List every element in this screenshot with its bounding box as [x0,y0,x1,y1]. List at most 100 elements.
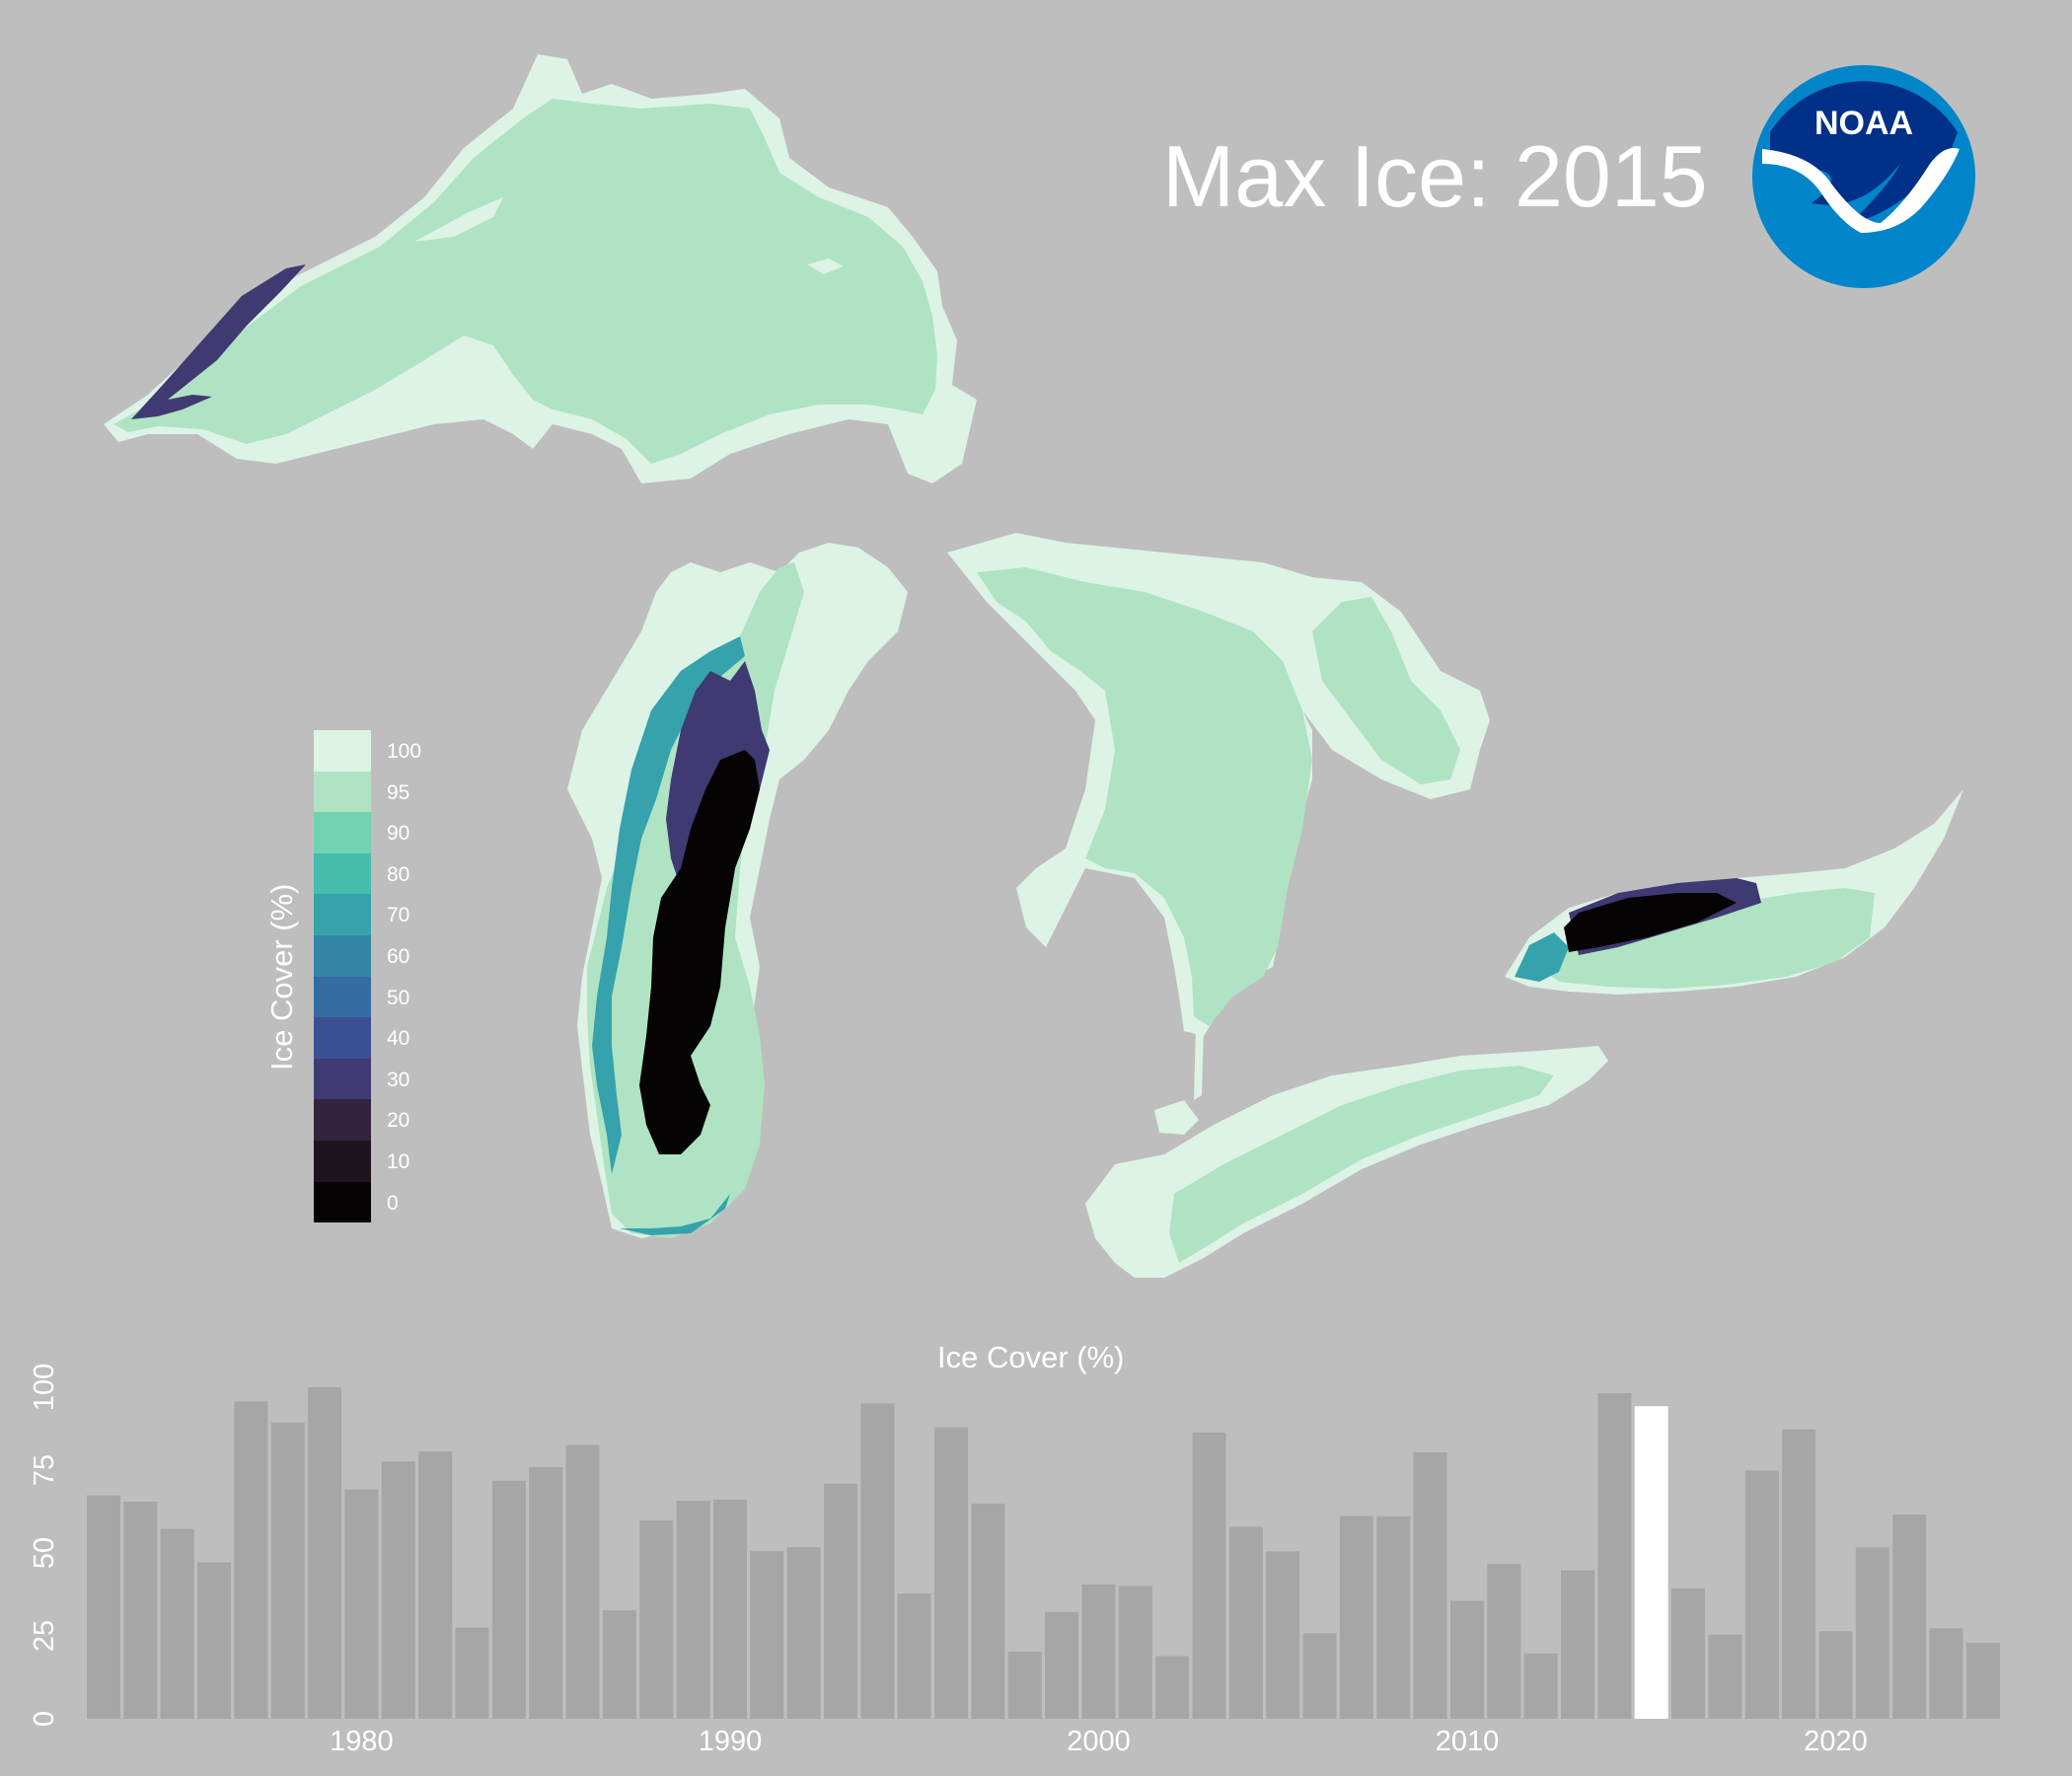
bar-2018 [1744,1470,1779,1719]
x-tick-label-1990: 1990 [699,1726,763,1757]
bar-2016 [1671,1589,1705,1719]
legend-swatch-0 [314,1181,371,1223]
legend-label-40: 40 [387,1027,410,1051]
bar-2013 [1561,1570,1594,1719]
bar-2001 [1118,1586,1152,1719]
bar-2017 [1708,1634,1742,1719]
bar-1994 [860,1403,895,1719]
legend-label-50: 50 [387,986,410,1009]
bar-2006 [1302,1633,1337,1719]
caribou-island [807,259,844,274]
bar-1985 [529,1467,563,1719]
georgian-bay-ice-95 [1312,597,1460,784]
bar-1975 [160,1528,194,1719]
chart-title: Ice Cover (%) [937,1340,1125,1374]
bar-2011 [1487,1564,1521,1719]
bar-1989 [676,1501,710,1719]
bar-1993 [824,1483,857,1719]
legend-swatch-40 [314,1017,371,1059]
bar-2000 [1081,1584,1116,1719]
bar-1981 [381,1461,415,1719]
bar-2024 [1965,1643,2000,1719]
bar-1974 [123,1501,158,1719]
legend-swatch-95 [314,771,371,813]
lake-erie-ice-95 [1169,1066,1554,1263]
great-lakes-map [104,54,1963,1278]
bar-1999 [1045,1611,1079,1719]
bar-2020 [1818,1631,1853,1719]
bar-1978 [270,1422,305,1719]
legend-label-0: 0 [387,1191,399,1215]
lake-st-clair [1154,1100,1199,1135]
bar-1986 [565,1444,600,1719]
bar-1998 [1007,1652,1042,1719]
legend-swatch-60 [314,935,371,977]
lake-superior [104,54,977,483]
x-tick-label-2000: 2000 [1067,1726,1131,1757]
lake-superior-ice-95 [113,99,937,464]
bar-1980 [344,1489,379,1719]
lake-huron [947,533,1490,1100]
logo-text: NOAA [1814,105,1913,142]
bar-1991 [750,1551,784,1719]
bar-2008 [1376,1516,1411,1719]
legend-label-90: 90 [387,822,410,846]
bar-2021 [1855,1547,1889,1719]
legend-label-70: 70 [387,904,410,927]
legend-swatch-90 [314,812,371,853]
lake-ontario-ice-0 [1564,893,1737,952]
bar-1976 [197,1562,232,1719]
legend-swatch-100 [314,730,371,772]
lake-michigan-ice-70-south [620,1194,730,1235]
bar-2010 [1450,1600,1484,1719]
lake-michigan-ice-0 [639,750,760,1154]
bar-1995 [897,1593,931,1719]
bar-2005 [1266,1551,1300,1719]
legend-swatch-10 [314,1141,371,1182]
bar-1990 [713,1499,747,1719]
bar-1984 [491,1480,526,1719]
legend-label-20: 20 [387,1109,410,1133]
lake-michigan [567,543,908,1238]
bar-2022 [1892,1515,1927,1719]
noaa-logo: NOAA [1752,65,1975,288]
legend-swatch-80 [314,852,371,895]
y-tick-label-25: 25 [29,1620,60,1652]
lake-ontario-ice-70 [1515,932,1569,982]
bar-2012 [1523,1653,1558,1719]
bar-1988 [639,1520,674,1719]
bar-1973 [87,1495,120,1719]
legend-swatch-30 [314,1058,371,1100]
y-tick-label-0: 0 [29,1711,60,1727]
bar-2007 [1339,1516,1373,1719]
bar-2003 [1192,1433,1226,1719]
bar-2002 [1155,1656,1190,1719]
legend-label-30: 30 [387,1068,410,1091]
bar-1987 [602,1610,636,1719]
legend-label-10: 10 [387,1150,410,1173]
y-tick-label-50: 50 [29,1537,60,1569]
y-tick-label-100: 100 [29,1364,60,1411]
bar-2009 [1413,1451,1447,1719]
lake-michigan-ice-70 [592,636,745,1174]
lake-ontario [1505,789,1963,995]
bar-2023 [1929,1628,1963,1719]
isle-royale [414,197,503,242]
bar-2015 [1634,1406,1668,1719]
lake-superior-ice-30 [131,264,306,419]
lake-huron-ice-95 [977,567,1312,1026]
st-clair-river [1194,1026,1204,1100]
bar-1977 [234,1401,268,1719]
legend-label-60: 60 [387,945,410,968]
legend-swatch-70 [314,894,371,935]
legend-swatch-20 [314,1099,371,1141]
lake-ontario-ice-95 [1539,888,1875,989]
legend-label-100: 100 [387,740,422,763]
bar-1982 [418,1451,453,1719]
legend-swatch-50 [314,976,371,1018]
bar-1979 [308,1387,342,1719]
map-title: Max Ice: 2015 [1162,127,1708,225]
legend-label-80: 80 [387,862,410,886]
bar-2004 [1228,1526,1263,1719]
